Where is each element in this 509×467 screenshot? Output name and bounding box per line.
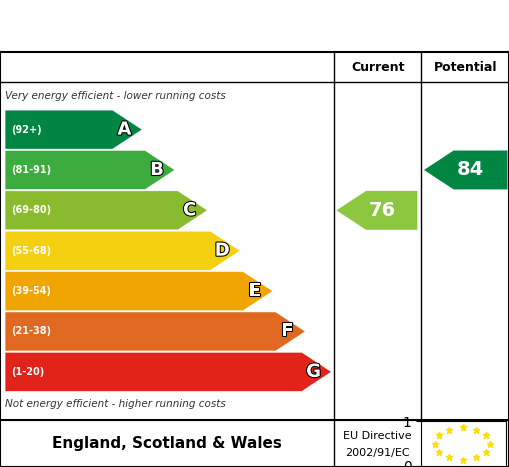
Text: Potential: Potential <box>434 61 497 74</box>
Text: Energy Efficiency Rating: Energy Efficiency Rating <box>10 16 317 36</box>
Text: (1-20): (1-20) <box>11 367 44 377</box>
Text: Not energy efficient - higher running costs: Not energy efficient - higher running co… <box>5 399 226 409</box>
Text: 2002/91/EC: 2002/91/EC <box>346 448 410 458</box>
Polygon shape <box>5 191 207 230</box>
Text: (92+): (92+) <box>11 125 42 134</box>
Polygon shape <box>5 150 175 190</box>
Text: G: G <box>306 363 321 381</box>
Text: Very energy efficient - lower running costs: Very energy efficient - lower running co… <box>5 92 226 101</box>
Text: A: A <box>118 120 131 139</box>
Text: EU Directive: EU Directive <box>344 432 412 441</box>
Text: Current: Current <box>351 61 405 74</box>
Text: 84: 84 <box>457 161 485 179</box>
Polygon shape <box>5 312 305 351</box>
Text: E: E <box>249 282 261 300</box>
Polygon shape <box>5 353 331 391</box>
Text: (21-38): (21-38) <box>11 326 51 336</box>
Text: B: B <box>150 161 164 179</box>
Text: (69-80): (69-80) <box>11 205 51 215</box>
Polygon shape <box>424 150 507 190</box>
Polygon shape <box>336 191 417 230</box>
Text: (55-68): (55-68) <box>11 246 51 256</box>
Text: D: D <box>215 242 230 260</box>
Text: F: F <box>281 323 294 340</box>
Text: C: C <box>183 201 196 219</box>
Polygon shape <box>5 272 273 311</box>
Polygon shape <box>5 110 142 149</box>
Text: England, Scotland & Wales: England, Scotland & Wales <box>52 436 282 451</box>
Text: 76: 76 <box>369 201 395 220</box>
Text: (39-54): (39-54) <box>11 286 51 296</box>
Polygon shape <box>5 231 240 270</box>
Text: (81-91): (81-91) <box>11 165 51 175</box>
